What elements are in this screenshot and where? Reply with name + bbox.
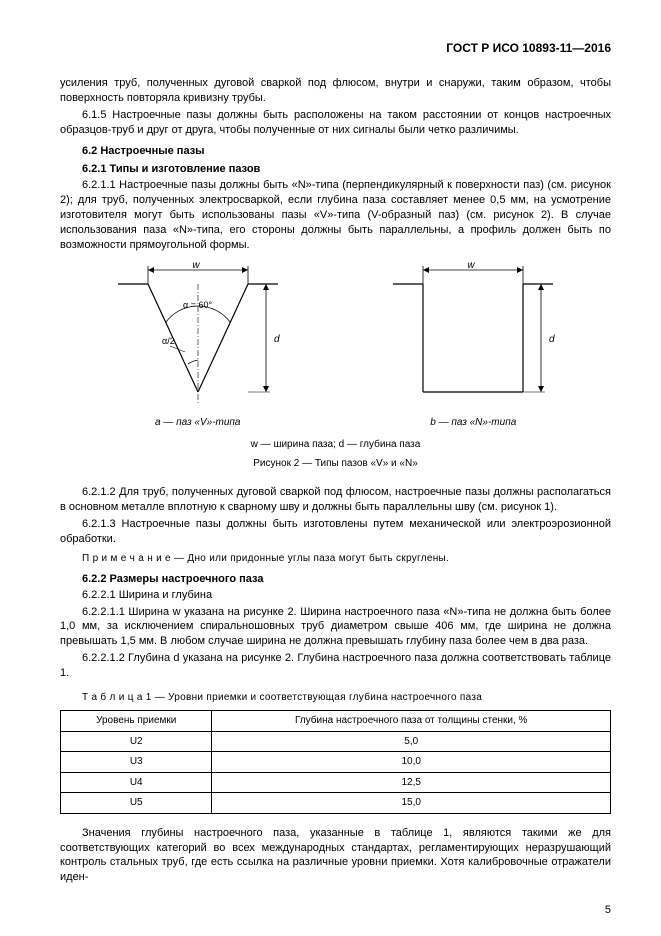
para-6-2-2-1: 6.2.2.1 Ширина и глубина xyxy=(60,588,611,603)
para-6-2-2-1-2: 6.2.2.1.2 Глубина d указана на рисунке 2… xyxy=(60,651,611,681)
cell-level: U5 xyxy=(61,793,212,814)
figure-legend: w — ширина паза; d — глубина паза xyxy=(60,438,611,452)
section-6-2-2: 6.2.2 Размеры настроечного паза xyxy=(82,572,611,587)
n-notch-svg: w d xyxy=(383,262,563,412)
cell-depth: 10,0 xyxy=(212,752,611,773)
cell-level: U3 xyxy=(61,752,212,773)
label-d-v: d xyxy=(274,334,280,345)
para-6-2-1-2: 6.2.1.2 Для труб, полученных дуговой сва… xyxy=(60,485,611,515)
caption-n: b — паз «N»-типа xyxy=(383,416,563,430)
cell-level: U2 xyxy=(61,731,212,752)
label-w-n: w xyxy=(468,262,476,271)
para-continuation: усиления труб, полученных дуговой сварко… xyxy=(60,76,611,106)
para-6-2-2-1-1: 6.2.2.1.1 Ширина w указана на рисунке 2.… xyxy=(60,605,611,650)
table-1-caption: Т а б л и ц а 1 — Уровни приемки и соотв… xyxy=(82,691,611,705)
table-row: U3 10,0 xyxy=(61,752,611,773)
label-alpha2: α/2 xyxy=(162,336,175,346)
cell-level: U4 xyxy=(61,772,212,793)
col-level: Уровень приемки xyxy=(61,711,212,732)
para-6-2-1-3: 6.2.1.3 Настроечные пазы должны быть изг… xyxy=(60,517,611,547)
para-6-1-5: 6.1.5 Настроечные пазы должны быть распо… xyxy=(60,108,611,138)
figure-v-type: w α = 60° α/2 d a — паз «V»-типа xyxy=(108,262,288,430)
col-depth: Глубина настроечного паза от толщины сте… xyxy=(212,711,611,732)
figure-n-type: w d b — паз «N»-типа xyxy=(383,262,563,430)
v-notch-svg: w α = 60° α/2 d xyxy=(108,262,288,412)
para-6-2-1-1: 6.2.1.1 Настроечные пазы должны быть «N»… xyxy=(60,178,611,252)
cell-depth: 15,0 xyxy=(212,793,611,814)
table-row: U2 5,0 xyxy=(61,731,611,752)
figure-2: w α = 60° α/2 d a — паз «V»-типа xyxy=(60,262,611,430)
page: ГОСТ Р ИСО 10893-11—2016 усиления труб, … xyxy=(0,0,661,936)
page-number: 5 xyxy=(605,903,611,918)
document-code: ГОСТ Р ИСО 10893-11—2016 xyxy=(60,40,611,56)
para-after-table: Значения глубины настроечного паза, указ… xyxy=(60,826,611,885)
note-1: П р и м е ч а н и е — Дно или придонные … xyxy=(82,552,611,566)
label-d-n: d xyxy=(549,334,555,345)
caption-v: a — паз «V»-типа xyxy=(108,416,288,430)
label-w: w xyxy=(192,262,200,271)
table-1: Уровень приемки Глубина настроечного паз… xyxy=(60,710,611,814)
figure-title: Рисунок 2 — Типы пазов «V» и «N» xyxy=(60,457,611,471)
section-6-2: 6.2 Настроечные пазы xyxy=(82,144,611,159)
table-row: U5 15,0 xyxy=(61,793,611,814)
table-row: U4 12,5 xyxy=(61,772,611,793)
cell-depth: 12,5 xyxy=(212,772,611,793)
section-6-2-1: 6.2.1 Типы и изготовление пазов xyxy=(82,162,611,177)
cell-depth: 5,0 xyxy=(212,731,611,752)
table-header-row: Уровень приемки Глубина настроечного паз… xyxy=(61,711,611,732)
